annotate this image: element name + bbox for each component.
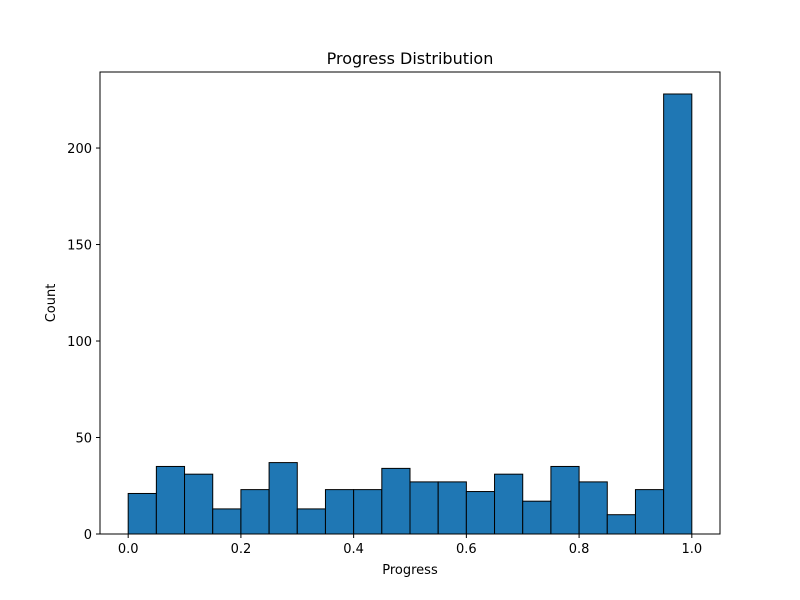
chart-title: Progress Distribution bbox=[327, 49, 494, 68]
histogram-bar bbox=[324, 489, 355, 535]
y-tick-label: 100 bbox=[67, 335, 92, 350]
histogram-bar bbox=[437, 481, 467, 535]
x-tick-label: 0.4 bbox=[343, 542, 364, 557]
histogram-bar bbox=[550, 465, 580, 535]
histogram-bar bbox=[663, 93, 693, 535]
histogram-bar bbox=[296, 508, 326, 535]
x-tick-label: 0.6 bbox=[456, 542, 477, 557]
histogram-bar bbox=[494, 473, 524, 535]
histogram-bar bbox=[353, 489, 383, 535]
histogram-bar bbox=[127, 492, 157, 535]
y-tick-label: 50 bbox=[75, 432, 92, 447]
x-tick-label: 0.2 bbox=[231, 542, 252, 557]
x-tick-label: 0.0 bbox=[118, 542, 139, 557]
x-axis-ticks: 0.0 0.2 0.4 0.6 0.8 1.0 bbox=[118, 534, 702, 557]
y-tick-label: 150 bbox=[67, 239, 92, 254]
x-tick-label: 1.0 bbox=[681, 542, 702, 557]
y-axis-label: Count bbox=[44, 284, 59, 323]
histogram-bar bbox=[240, 489, 270, 535]
y-tick-label: 0 bbox=[84, 528, 92, 543]
plot-frame bbox=[99, 71, 721, 535]
histogram-bar bbox=[184, 473, 214, 535]
histogram-bar bbox=[578, 481, 608, 535]
histogram-bar bbox=[634, 489, 665, 535]
bars-group bbox=[127, 93, 693, 535]
histogram-bar bbox=[465, 491, 496, 535]
histogram-bar bbox=[606, 514, 636, 535]
histogram-bar bbox=[268, 462, 298, 535]
x-axis-label: Progress bbox=[382, 563, 438, 578]
y-axis-ticks: 0 50 100 150 200 bbox=[67, 142, 100, 543]
histogram-bar bbox=[409, 481, 439, 535]
histogram-bar bbox=[522, 500, 552, 535]
x-tick-label: 0.8 bbox=[569, 542, 590, 557]
y-tick-label: 200 bbox=[67, 142, 92, 157]
histogram-bar bbox=[155, 465, 186, 535]
histogram-bar bbox=[381, 467, 411, 535]
histogram-bar bbox=[212, 508, 242, 535]
